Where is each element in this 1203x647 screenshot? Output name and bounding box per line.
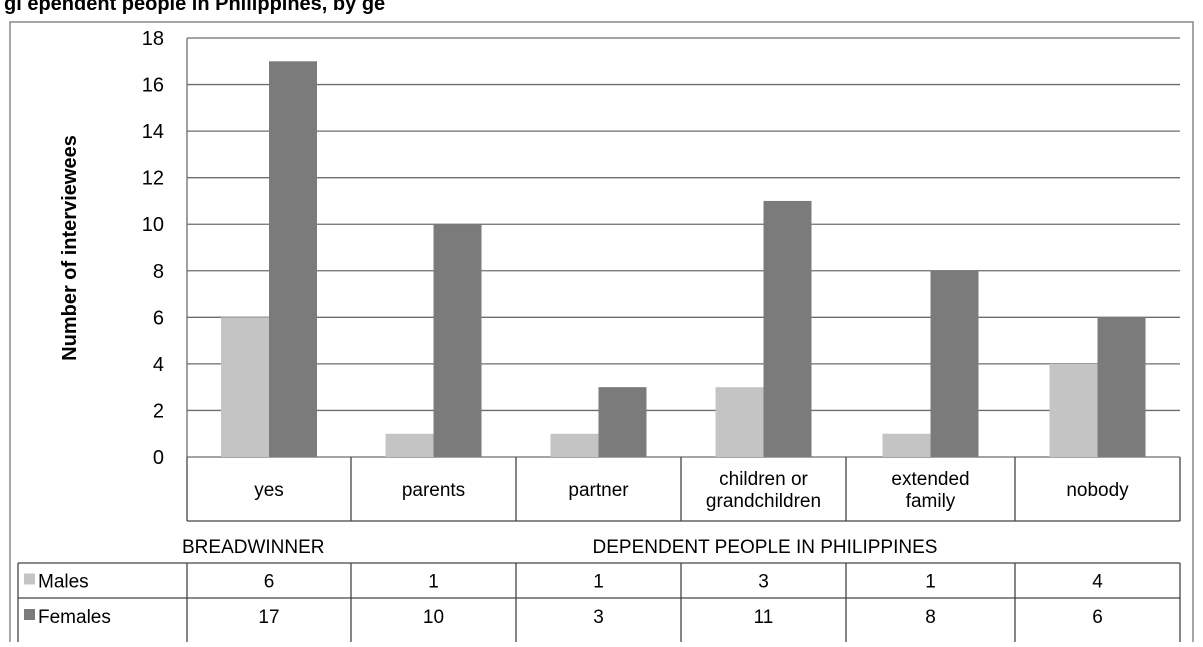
y-tick-label: 8 — [153, 261, 164, 283]
table-value-females: 11 — [754, 607, 774, 628]
y-tick-label: 16 — [142, 75, 164, 97]
table-value-males: 1 — [428, 572, 439, 593]
x-category-label: nobody — [1066, 480, 1129, 501]
y-tick-label: 12 — [142, 168, 164, 190]
y-tick-label: 14 — [142, 121, 164, 143]
table-value-males: 1 — [593, 572, 604, 593]
y-tick-label: 6 — [153, 307, 164, 329]
legend-swatch-males — [24, 573, 35, 585]
bar-males-3 — [550, 433, 599, 457]
x-category-label: yes — [254, 480, 284, 501]
y-tick-label: 10 — [142, 214, 164, 236]
bar-males-5 — [882, 433, 931, 457]
y-tick-label: 0 — [153, 447, 164, 469]
table-value-females: 6 — [1092, 607, 1103, 628]
x-category-label: children or grandchildren — [706, 469, 821, 512]
legend-swatch-females — [24, 609, 35, 620]
chart-title: gi ependent people in Philippines, by ge — [4, 0, 385, 15]
bar-females-5 — [930, 270, 979, 457]
x-category-label: parents — [402, 480, 465, 501]
table-value-males: 6 — [264, 572, 275, 593]
bar-males-2 — [385, 433, 434, 457]
y-axis-label: Number of interviewees — [59, 135, 81, 361]
table-value-males: 3 — [758, 572, 769, 593]
bar-males-6 — [1049, 363, 1098, 457]
table-value-females: 3 — [593, 607, 604, 628]
legend-label-females: Females — [38, 607, 111, 628]
group-label-dependent: DEPENDENT PEOPLE IN PHILIPPINES — [593, 537, 938, 558]
table-value-females: 10 — [423, 607, 444, 628]
x-category-label: partner — [568, 480, 629, 501]
group-label-breadwinner: BREADWINNER — [182, 537, 325, 558]
y-tick-label: 2 — [153, 400, 164, 422]
table-value-males: 4 — [1092, 572, 1103, 593]
bar-females-6 — [1097, 317, 1146, 457]
bar-females-3 — [598, 387, 647, 457]
y-tick-label: 4 — [153, 354, 164, 376]
bar-males-1 — [221, 317, 269, 457]
bar-males-4 — [715, 387, 764, 457]
bar-females-1 — [269, 61, 317, 458]
legend-label-males: Males — [38, 572, 89, 593]
bar-females-4 — [763, 200, 812, 457]
x-category-label: extended family — [891, 469, 969, 512]
table-value-males: 1 — [925, 572, 936, 593]
bar-females-2 — [433, 224, 482, 457]
table-value-females: 8 — [925, 607, 936, 628]
y-tick-label: 18 — [142, 28, 164, 50]
table-value-females: 17 — [258, 607, 279, 628]
